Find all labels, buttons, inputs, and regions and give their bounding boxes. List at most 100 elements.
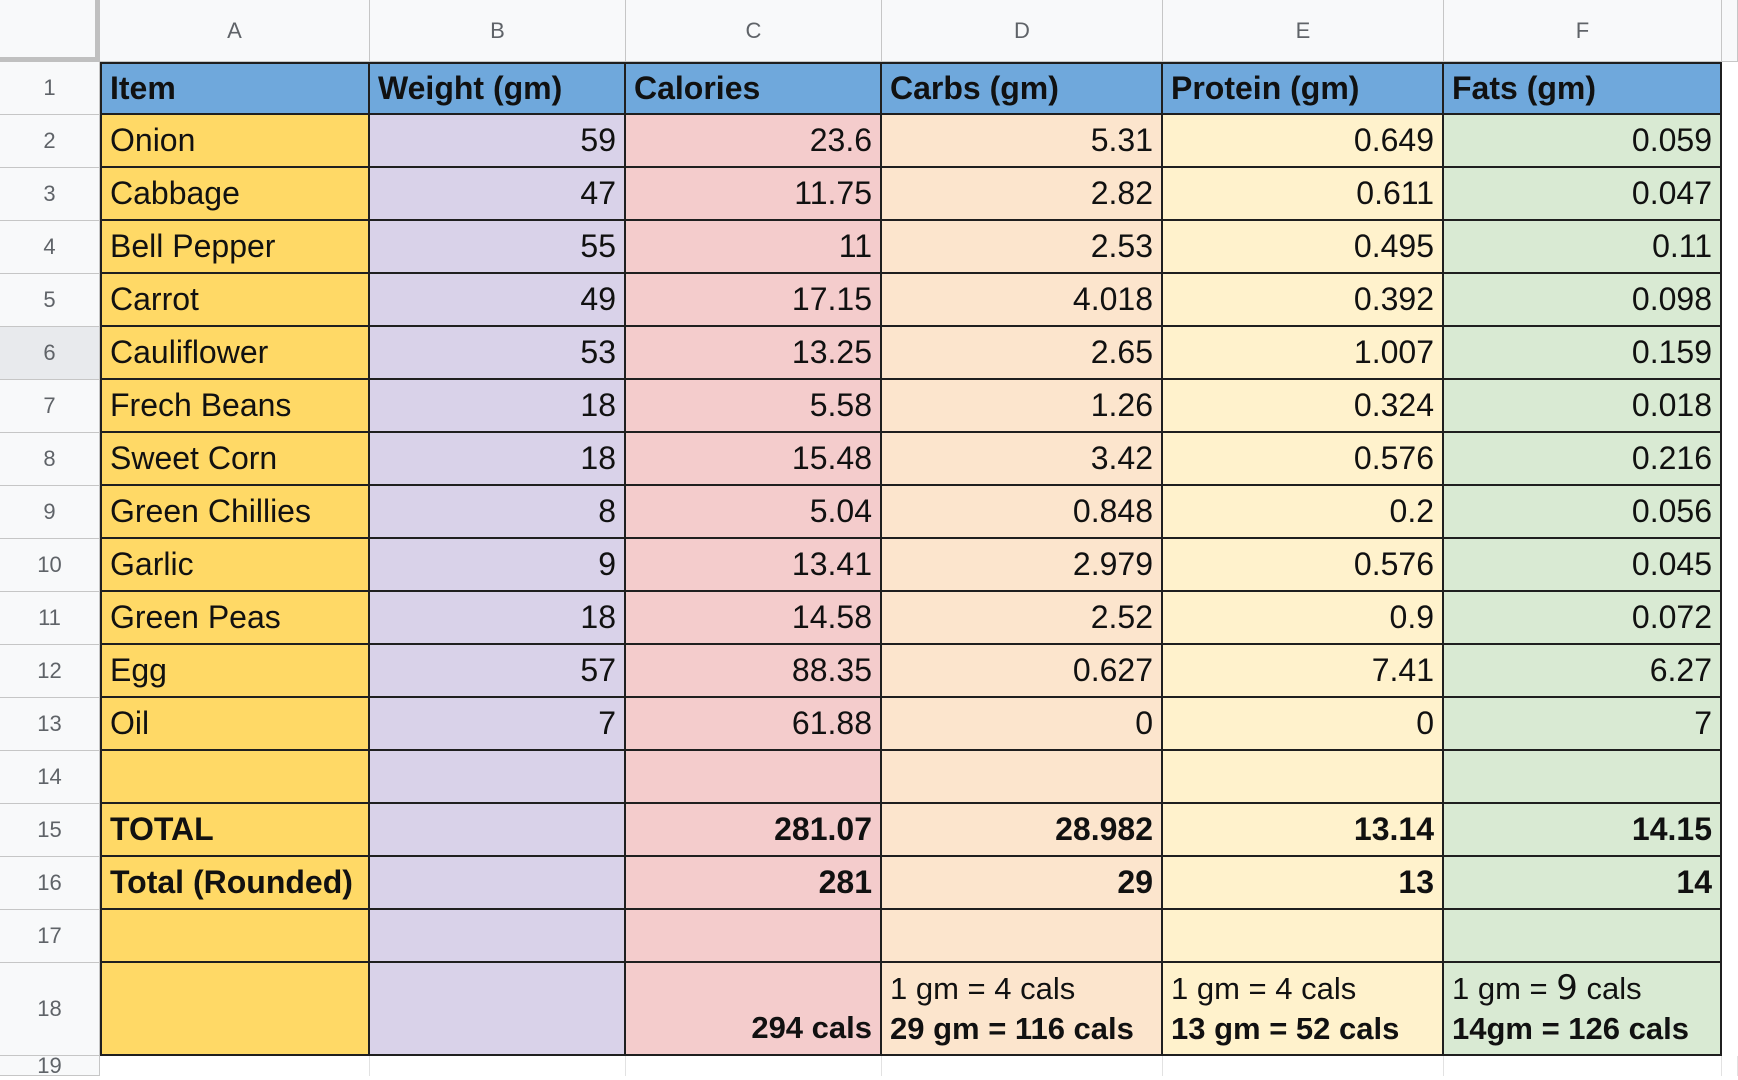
cell-a4[interactable]: Bell Pepper — [100, 221, 370, 274]
cell-c3[interactable]: 11.75 — [626, 168, 882, 221]
cell-c12[interactable]: 88.35 — [626, 645, 882, 698]
cell-c2[interactable]: 23.6 — [626, 115, 882, 168]
row-header-17[interactable]: 17 — [0, 910, 100, 963]
cell-e9[interactable]: 0.2 — [1163, 486, 1444, 539]
cell-c17[interactable] — [626, 910, 882, 963]
row-header-9[interactable]: 9 — [0, 486, 100, 539]
carbs-conversion-cell[interactable]: 1 gm = 4 cals 29 gm = 116 cals — [882, 963, 1163, 1056]
cell-c9[interactable]: 5.04 — [626, 486, 882, 539]
cell-f6[interactable]: 0.159 — [1444, 327, 1722, 380]
cell-b13[interactable]: 7 — [370, 698, 626, 751]
row-header-18[interactable]: 18 — [0, 963, 100, 1056]
cell-a7[interactable]: Frech Beans — [100, 380, 370, 433]
row-header-4[interactable]: 4 — [0, 221, 100, 274]
column-header-e[interactable]: E — [1163, 0, 1444, 62]
cell-a6[interactable]: Cauliflower — [100, 327, 370, 380]
cell-c6[interactable]: 13.25 — [626, 327, 882, 380]
cell-d13[interactable]: 0 — [882, 698, 1163, 751]
calorie-sum-cell[interactable]: 294 cals — [626, 963, 882, 1056]
row-header-3[interactable]: 3 — [0, 168, 100, 221]
row-header-1[interactable]: 1 — [0, 62, 100, 115]
total-rounded-cell-f[interactable]: 14 — [1444, 857, 1722, 910]
cell-e7[interactable]: 0.324 — [1163, 380, 1444, 433]
cell-b5[interactable]: 49 — [370, 274, 626, 327]
cell-d11[interactable]: 2.52 — [882, 592, 1163, 645]
cell-e6[interactable]: 1.007 — [1163, 327, 1444, 380]
cell-c4[interactable]: 11 — [626, 221, 882, 274]
cell-c13[interactable]: 61.88 — [626, 698, 882, 751]
cell-d4[interactable]: 2.53 — [882, 221, 1163, 274]
row-header-12[interactable]: 12 — [0, 645, 100, 698]
row-header-5[interactable]: 5 — [0, 274, 100, 327]
column-header-a[interactable]: A — [100, 0, 370, 62]
cell-e10[interactable]: 0.576 — [1163, 539, 1444, 592]
cell-f3[interactable]: 0.047 — [1444, 168, 1722, 221]
cell-a13[interactable]: Oil — [100, 698, 370, 751]
cell-b3[interactable]: 47 — [370, 168, 626, 221]
cell-a18[interactable] — [100, 963, 370, 1056]
cell-b6[interactable]: 53 — [370, 327, 626, 380]
row-header-16[interactable]: 16 — [0, 857, 100, 910]
cell-a8[interactable]: Sweet Corn — [100, 433, 370, 486]
cell-e12[interactable]: 7.41 — [1163, 645, 1444, 698]
cell-b12[interactable]: 57 — [370, 645, 626, 698]
total-cell-d[interactable]: 28.982 — [882, 804, 1163, 857]
select-all-corner[interactable] — [0, 0, 100, 62]
cell-b4[interactable]: 55 — [370, 221, 626, 274]
cell-f11[interactable]: 0.072 — [1444, 592, 1722, 645]
cell-a3[interactable]: Cabbage — [100, 168, 370, 221]
cell-d6[interactable]: 2.65 — [882, 327, 1163, 380]
total-cell-c[interactable]: 281.07 — [626, 804, 882, 857]
cell-d5[interactable]: 4.018 — [882, 274, 1163, 327]
cell-d10[interactable]: 2.979 — [882, 539, 1163, 592]
cell-d3[interactable]: 2.82 — [882, 168, 1163, 221]
row-header-11[interactable]: 11 — [0, 592, 100, 645]
cell-d12[interactable]: 0.627 — [882, 645, 1163, 698]
total-rounded-cell-a[interactable]: Total (Rounded) — [100, 857, 370, 910]
cell-d2[interactable]: 5.31 — [882, 115, 1163, 168]
row-header-8[interactable]: 8 — [0, 433, 100, 486]
cell-c5[interactable]: 17.15 — [626, 274, 882, 327]
header-cell-e[interactable]: Protein (gm) — [1163, 62, 1444, 115]
cell-f8[interactable]: 0.216 — [1444, 433, 1722, 486]
cell-a12[interactable]: Egg — [100, 645, 370, 698]
total-rounded-cell-e[interactable]: 13 — [1163, 857, 1444, 910]
column-header-f[interactable]: F — [1444, 0, 1722, 62]
cell-e3[interactable]: 0.611 — [1163, 168, 1444, 221]
total-cell-f[interactable]: 14.15 — [1444, 804, 1722, 857]
cell-b14[interactable] — [370, 751, 626, 804]
cell-a14[interactable] — [100, 751, 370, 804]
row-header-10[interactable]: 10 — [0, 539, 100, 592]
row-header-6[interactable]: 6 — [0, 327, 100, 380]
cell-e4[interactable]: 0.495 — [1163, 221, 1444, 274]
row-header-13[interactable]: 13 — [0, 698, 100, 751]
total-cell-b[interactable] — [370, 804, 626, 857]
cell-b10[interactable]: 9 — [370, 539, 626, 592]
cell-b2[interactable]: 59 — [370, 115, 626, 168]
cell-d9[interactable]: 0.848 — [882, 486, 1163, 539]
cell-f12[interactable]: 6.27 — [1444, 645, 1722, 698]
cell-d7[interactable]: 1.26 — [882, 380, 1163, 433]
header-cell-d[interactable]: Carbs (gm) — [882, 62, 1163, 115]
cell-e5[interactable]: 0.392 — [1163, 274, 1444, 327]
cell-e13[interactable]: 0 — [1163, 698, 1444, 751]
row-header-15[interactable]: 15 — [0, 804, 100, 857]
header-cell-f[interactable]: Fats (gm) — [1444, 62, 1722, 115]
row-header-7[interactable]: 7 — [0, 380, 100, 433]
row-header-2[interactable]: 2 — [0, 115, 100, 168]
cell-f17[interactable] — [1444, 910, 1722, 963]
column-header-d[interactable]: D — [882, 0, 1163, 62]
cell-b8[interactable]: 18 — [370, 433, 626, 486]
cell-f10[interactable]: 0.045 — [1444, 539, 1722, 592]
cell-a9[interactable]: Green Chillies — [100, 486, 370, 539]
cell-c11[interactable]: 14.58 — [626, 592, 882, 645]
cell-c7[interactable]: 5.58 — [626, 380, 882, 433]
protein-conversion-cell[interactable]: 1 gm = 4 cals 13 gm = 52 cals — [1163, 963, 1444, 1056]
cell-b9[interactable]: 8 — [370, 486, 626, 539]
cell-b18[interactable] — [370, 963, 626, 1056]
cell-f9[interactable]: 0.056 — [1444, 486, 1722, 539]
cell-d8[interactable]: 3.42 — [882, 433, 1163, 486]
cell-e2[interactable]: 0.649 — [1163, 115, 1444, 168]
total-rounded-cell-c[interactable]: 281 — [626, 857, 882, 910]
column-header-c[interactable]: C — [626, 0, 882, 62]
